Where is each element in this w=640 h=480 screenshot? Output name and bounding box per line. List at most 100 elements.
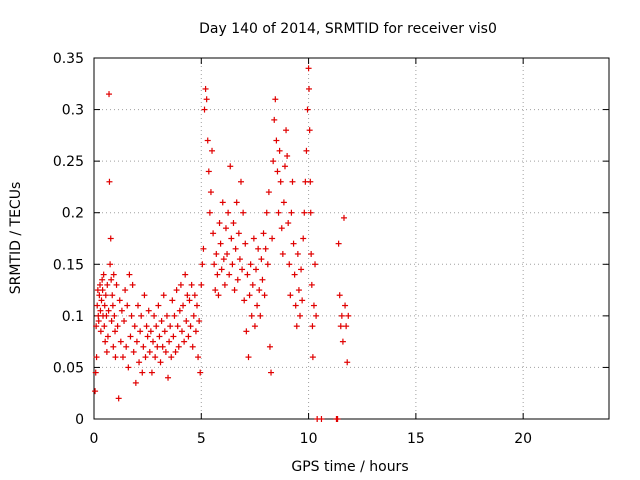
data-point — [213, 250, 220, 257]
data-point — [102, 292, 109, 299]
x-tick-label: 0 — [90, 431, 99, 447]
data-point — [340, 214, 347, 221]
data-point — [337, 323, 344, 330]
data-point — [292, 302, 299, 309]
data-point — [249, 281, 256, 288]
data-point — [93, 323, 100, 330]
data-point — [287, 292, 294, 299]
y-axis-label: SRMTID / TECUs — [8, 182, 24, 295]
data-point — [313, 312, 320, 319]
data-point — [123, 343, 130, 350]
data-point — [107, 261, 114, 268]
data-point — [98, 297, 105, 304]
data-point — [291, 271, 298, 278]
data-point — [111, 312, 118, 319]
data-point — [110, 271, 117, 278]
data-point — [225, 209, 232, 216]
data-point — [187, 323, 194, 330]
data-point — [205, 168, 212, 175]
data-point — [286, 261, 293, 268]
data-point — [165, 374, 172, 381]
data-point — [184, 292, 191, 299]
data-point — [211, 261, 218, 268]
data-point — [174, 323, 181, 330]
data-point — [209, 147, 216, 154]
data-point — [239, 266, 246, 273]
data-point — [306, 127, 313, 134]
data-point — [203, 96, 210, 103]
data-point — [163, 312, 170, 319]
data-point — [289, 178, 296, 185]
data-point — [235, 230, 242, 237]
data-point — [240, 209, 247, 216]
data-point — [307, 209, 314, 216]
data-point — [262, 245, 269, 252]
data-point — [334, 416, 341, 422]
x-tick-label: 15 — [407, 431, 425, 447]
data-point — [343, 323, 350, 330]
data-point — [195, 354, 202, 361]
data-point — [219, 199, 226, 206]
data-point — [160, 292, 167, 299]
data-point — [338, 312, 345, 319]
data-point — [293, 323, 300, 330]
data-point — [261, 292, 268, 299]
data-point — [259, 276, 266, 283]
data-point — [212, 287, 219, 294]
data-point — [310, 302, 317, 309]
data-point — [241, 297, 248, 304]
data-point — [169, 297, 176, 304]
data-point — [290, 240, 297, 247]
data-point — [283, 127, 290, 134]
y-tick-label: 0.15 — [53, 257, 84, 273]
data-point — [344, 359, 351, 366]
data-point — [266, 343, 273, 350]
data-point — [104, 333, 111, 340]
y-tick-label: 0.05 — [53, 360, 84, 376]
data-point — [126, 271, 133, 278]
data-point — [257, 312, 264, 319]
data-point — [144, 333, 151, 340]
data-point — [339, 338, 346, 345]
data-point — [281, 163, 288, 170]
data-point — [197, 369, 204, 376]
data-point — [170, 333, 177, 340]
data-point — [143, 323, 150, 330]
data-point — [109, 302, 116, 309]
data-point — [95, 318, 102, 325]
data-point — [248, 312, 255, 319]
data-point — [304, 106, 311, 113]
data-point — [229, 261, 236, 268]
data-point — [201, 106, 208, 113]
data-point — [152, 354, 159, 361]
data-point — [244, 271, 251, 278]
data-point — [188, 281, 195, 288]
data-point — [112, 328, 119, 335]
x-tick-label: 10 — [300, 431, 318, 447]
data-point — [301, 209, 308, 216]
data-point — [129, 281, 136, 288]
data-point — [109, 292, 116, 299]
data-point — [136, 359, 143, 366]
data-point — [305, 65, 312, 72]
data-point — [93, 354, 100, 361]
data-point — [107, 235, 114, 242]
data-point — [161, 328, 168, 335]
data-point — [99, 276, 106, 283]
data-point — [108, 318, 115, 325]
data-point — [230, 220, 237, 227]
data-point — [168, 354, 175, 361]
data-point — [190, 312, 197, 319]
data-point — [218, 266, 225, 273]
data-point — [94, 302, 101, 309]
data-point — [100, 271, 107, 278]
data-point — [97, 307, 104, 314]
data-point — [277, 178, 284, 185]
data-point — [236, 256, 243, 263]
data-point — [172, 348, 179, 355]
data-points — [92, 65, 352, 422]
data-point — [192, 328, 199, 335]
data-point — [105, 307, 112, 314]
data-point — [110, 343, 117, 350]
data-point — [256, 287, 263, 294]
